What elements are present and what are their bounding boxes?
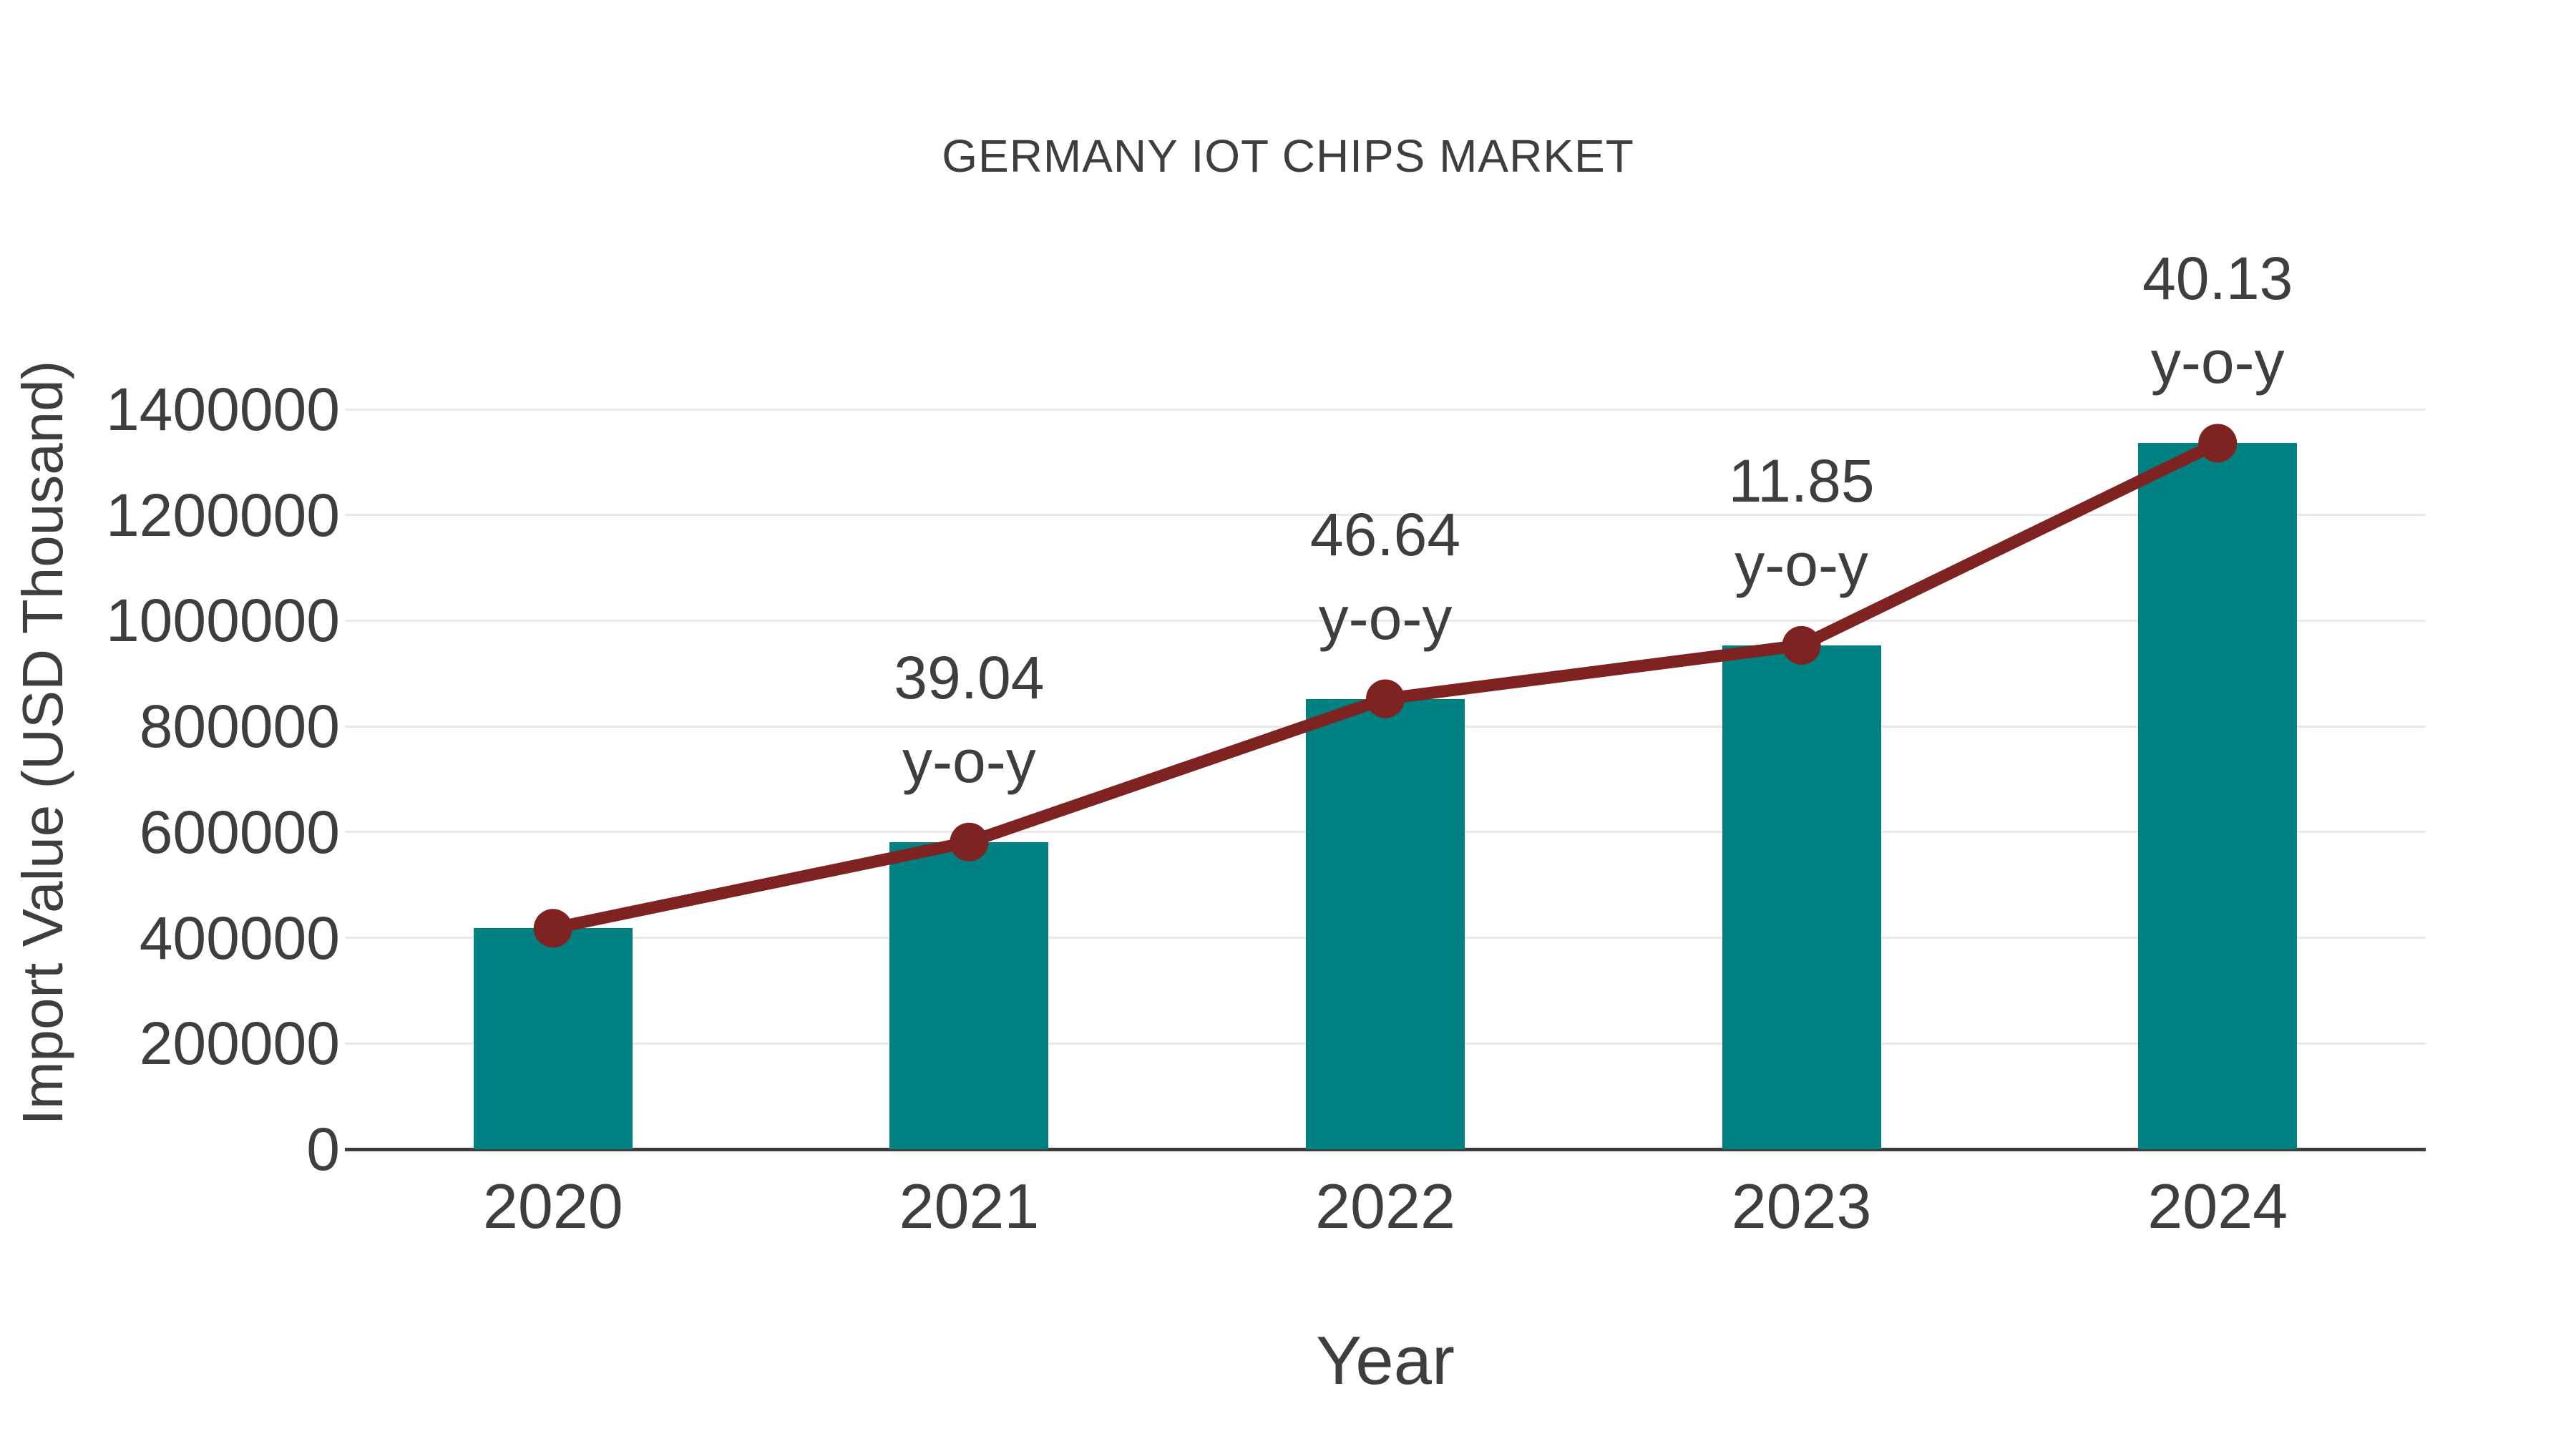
bar-2023: [1722, 645, 1881, 1149]
x-tick-label-2024: 2024: [2147, 1171, 2288, 1241]
yoy-point-2022: [1366, 679, 1405, 718]
yoy-annotation-label-2021: y-o-y: [902, 727, 1036, 795]
yoy-annotation-label-2024: y-o-y: [2150, 328, 2285, 396]
y-tick-label: 800000: [139, 693, 340, 761]
y-tick-label: 1000000: [105, 587, 340, 655]
x-tick-label-2023: 2023: [1731, 1171, 1872, 1241]
y-tick-label: 1200000: [105, 481, 340, 549]
gridline: [345, 619, 2426, 622]
x-axis-title: Year: [1316, 1322, 1455, 1399]
y-tick-label: 1400000: [105, 376, 340, 443]
yoy-annotation-value-2021: 39.04: [894, 643, 1045, 711]
gridline: [345, 408, 2426, 411]
bar-2021: [889, 841, 1049, 1149]
chart-title: GERMANY IOT CHIPS MARKET: [942, 130, 1634, 182]
yoy-point-2023: [1782, 625, 1821, 665]
yoy-point-2024: [2198, 424, 2238, 463]
y-tick-label: 200000: [139, 1010, 340, 1078]
yoy-annotation-value-2024: 40.13: [2142, 245, 2293, 313]
bar-2020: [473, 928, 633, 1149]
bar-2024: [2138, 443, 2298, 1149]
yoy-point-2020: [533, 909, 572, 948]
yoy-annotation-label-2023: y-o-y: [1735, 530, 1868, 598]
bar-2022: [1306, 698, 1465, 1149]
x-tick-label-2020: 2020: [482, 1171, 623, 1241]
gridline: [345, 514, 2426, 517]
yoy-point-2021: [950, 822, 989, 862]
y-tick-label: 600000: [139, 798, 340, 866]
yoy-annotation-value-2022: 46.64: [1309, 500, 1461, 568]
y-tick-label: 0: [306, 1116, 340, 1183]
x-tick-label-2022: 2022: [1315, 1171, 1455, 1241]
y-tick-label: 400000: [139, 904, 340, 972]
yoy-annotation-label-2022: y-o-y: [1318, 584, 1453, 652]
yoy-annotation-value-2023: 11.85: [1728, 447, 1875, 514]
x-tick-label-2021: 2021: [899, 1171, 1040, 1241]
x-axis-line: [345, 1148, 2426, 1151]
